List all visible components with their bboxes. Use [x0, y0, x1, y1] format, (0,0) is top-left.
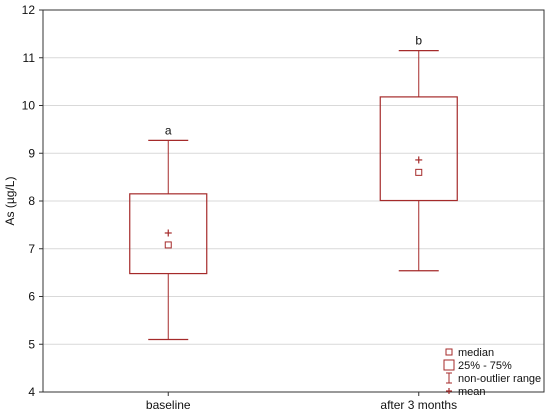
legend-item-0: median — [445, 347, 494, 359]
legend-label: median — [458, 347, 494, 359]
legend-label: mean — [458, 386, 486, 398]
box-0: a — [129, 123, 208, 341]
legend-label: 25% - 75% — [458, 360, 512, 372]
y-tick-label: 10 — [22, 99, 36, 113]
y-axis-label: As (µg/L) — [3, 177, 17, 226]
grid-lines — [43, 57, 544, 345]
legend-item-1: 25% - 75% — [443, 359, 512, 372]
legend-item-3: mean — [446, 386, 486, 398]
y-tick-label: 8 — [28, 194, 35, 208]
x-axis-ticks: baseline after 3 months — [146, 392, 457, 412]
x-tick-label: baseline — [146, 398, 191, 412]
x-tick-label: after 3 months — [380, 398, 457, 412]
y-tick-label: 6 — [28, 290, 35, 304]
y-tick-label: 7 — [28, 242, 35, 256]
iqr-box — [379, 96, 458, 202]
legend-item-2: non-outlier range — [446, 372, 541, 385]
legend-box-icon — [443, 359, 455, 371]
y-tick-label: 12 — [22, 3, 36, 17]
y-tick-label: 5 — [28, 337, 35, 351]
boxes: ab — [129, 34, 458, 341]
legend-label: non-outlier range — [458, 373, 541, 385]
significance-label: b — [415, 34, 422, 48]
y-axis-ticks: 4 5 6 7 8 9 10 11 12 — [22, 3, 43, 399]
iqr-box — [129, 193, 208, 275]
legend-median-icon — [445, 348, 453, 356]
significance-label: a — [165, 123, 172, 137]
y-tick-label: 11 — [23, 51, 36, 65]
box-1: b — [379, 34, 458, 272]
y-tick-label: 9 — [28, 146, 35, 160]
median-marker — [415, 168, 423, 176]
median-marker — [164, 241, 172, 249]
y-tick-label: 4 — [28, 385, 35, 399]
